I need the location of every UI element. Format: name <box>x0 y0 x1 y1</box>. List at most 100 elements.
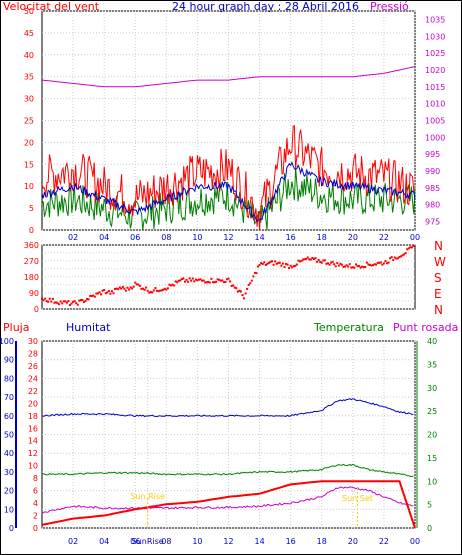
direction-point <box>381 263 384 266</box>
direction-point <box>162 288 165 291</box>
humidity-y-tick-label: 100 <box>0 337 14 346</box>
temperature-series-line <box>41 463 414 477</box>
direction-point <box>62 300 65 303</box>
direction-point <box>367 263 370 266</box>
rain-y-tick-label: 6 <box>33 487 38 496</box>
direction-point <box>306 256 309 259</box>
rain-y-tick-label: 2 <box>33 512 38 521</box>
direction-point <box>326 262 329 265</box>
direction-point <box>340 263 343 266</box>
direction-label-n-bottom: N <box>434 303 443 317</box>
humidity-y-tick-label: 90 <box>4 356 14 365</box>
rain-y-tick-label: 12 <box>28 449 38 458</box>
direction-point <box>317 258 320 261</box>
direction-point <box>382 262 385 265</box>
direction-point <box>199 278 202 281</box>
humidity-x-tick-label: 16 <box>286 537 296 546</box>
pressure-y-tick-label: 1005 <box>425 117 445 126</box>
rain-y-tick-label: 22 <box>28 387 38 396</box>
direction-point <box>191 277 194 280</box>
direction-point <box>384 260 387 263</box>
direction-point <box>277 261 280 264</box>
direction-point <box>73 300 76 303</box>
wind-y-tick-label: 40 <box>24 51 34 60</box>
direction-point <box>305 257 308 260</box>
direction-point <box>353 266 356 269</box>
direction-point <box>70 302 73 305</box>
pressure-y-tick-label: 1000 <box>425 133 445 142</box>
rain-y-tick-label: 8 <box>33 474 38 483</box>
direction-point <box>386 262 389 265</box>
direction-point <box>378 261 381 264</box>
direction-point <box>140 287 143 290</box>
direction-point <box>79 299 82 302</box>
direction-point <box>68 304 71 307</box>
direction-point <box>208 281 211 284</box>
direction-point <box>185 278 188 281</box>
direction-point <box>312 258 315 261</box>
direction-point <box>370 264 373 267</box>
direction-point <box>351 266 354 269</box>
humidity-x-tick-label: 20 <box>348 537 358 546</box>
direction-point <box>373 263 376 266</box>
dewpoint-label: Punt rosada <box>393 321 459 334</box>
direction-point <box>331 260 334 263</box>
direction-point <box>266 262 269 265</box>
direction-point <box>222 281 225 284</box>
direction-point <box>280 264 283 267</box>
humidity-y-tick-label: 0 <box>9 524 14 533</box>
direction-y-tick-label: 270 <box>24 257 39 266</box>
wind-y-tick-label: 10 <box>24 182 34 191</box>
direction-point <box>183 280 186 283</box>
direction-point <box>285 262 288 265</box>
direction-point <box>257 265 260 268</box>
direction-point <box>95 292 98 295</box>
direction-point <box>76 303 79 306</box>
humidity-x-tick-label: 00 <box>410 537 420 546</box>
direction-point <box>300 259 303 262</box>
direction-point <box>401 254 404 257</box>
direction-point <box>98 291 101 294</box>
direction-point <box>61 302 64 305</box>
direction-point <box>302 258 305 261</box>
direction-point <box>41 297 43 300</box>
direction-point <box>354 263 357 266</box>
direction-point <box>342 265 345 268</box>
direction-point <box>121 285 124 288</box>
rain-y-tick-label: 30 <box>28 337 38 346</box>
direction-point <box>115 287 118 290</box>
direction-point <box>389 257 392 260</box>
direction-point <box>177 279 180 282</box>
direction-point <box>269 261 272 264</box>
direction-point <box>339 262 342 265</box>
rain-label: Pluja <box>3 321 30 334</box>
humidity-y-tick-label: 70 <box>4 393 14 402</box>
direction-point <box>44 297 47 300</box>
direction-point <box>232 284 235 287</box>
temperature-y-tick-label: 20 <box>427 431 437 440</box>
humidity-x-tick-label: 04 <box>99 537 109 546</box>
direction-point <box>271 260 274 263</box>
direction-point <box>211 281 214 284</box>
sunset-label: Sun Set <box>342 494 373 503</box>
direction-point <box>407 247 410 250</box>
direction-point <box>197 278 200 281</box>
direction-point <box>109 292 112 295</box>
direction-point <box>157 290 160 293</box>
direction-point <box>148 291 151 294</box>
wind-y-tick-label: 0 <box>29 226 34 235</box>
direction-point <box>215 280 218 283</box>
direction-point <box>48 297 51 300</box>
direction-point <box>390 256 393 259</box>
direction-point <box>210 277 213 280</box>
direction-point <box>365 261 368 264</box>
wind-average-series-line <box>41 167 416 231</box>
direction-point <box>169 284 172 287</box>
direction-point <box>151 291 154 294</box>
direction-point <box>286 263 289 266</box>
direction-point <box>145 286 148 289</box>
humidity-y-tick-label: 80 <box>4 374 14 383</box>
direction-point <box>86 297 89 300</box>
direction-point <box>264 263 267 266</box>
direction-point <box>137 283 140 286</box>
